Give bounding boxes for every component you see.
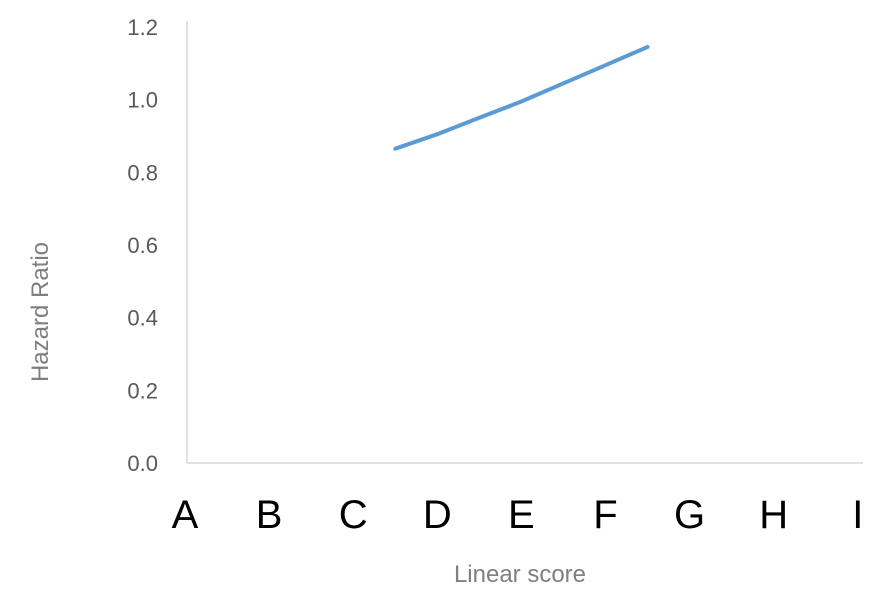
y-tick-label: 1.0 bbox=[127, 88, 158, 113]
x-tick-label: D bbox=[423, 493, 452, 537]
series-line bbox=[393, 45, 650, 151]
x-axis-tick-labels: A B C D E F G H I bbox=[172, 493, 864, 537]
x-tick-label: B bbox=[256, 493, 283, 537]
y-axis-title: Hazard Ratio bbox=[27, 242, 54, 382]
y-tick-label: 1.2 bbox=[127, 15, 158, 40]
plot-area bbox=[393, 45, 650, 151]
y-tick-label: 0.0 bbox=[127, 451, 158, 476]
axes bbox=[186, 21, 863, 464]
x-tick-label: A bbox=[172, 493, 199, 537]
y-tick-label: 0.8 bbox=[127, 160, 158, 185]
x-tick-label: C bbox=[339, 493, 368, 537]
x-tick-label: I bbox=[852, 493, 863, 537]
y-axis-tick-labels: 0.0 0.2 0.4 0.6 0.8 1.0 1.2 bbox=[127, 15, 158, 476]
y-tick-label: 0.4 bbox=[127, 306, 158, 331]
y-tick-label: 0.2 bbox=[127, 378, 158, 403]
x-tick-label: H bbox=[759, 493, 788, 537]
y-tick-label: 0.6 bbox=[127, 233, 158, 258]
x-tick-label: G bbox=[674, 493, 705, 537]
x-tick-label: F bbox=[593, 493, 617, 537]
x-axis-title: Linear score bbox=[454, 561, 586, 588]
x-tick-label: E bbox=[508, 493, 535, 537]
